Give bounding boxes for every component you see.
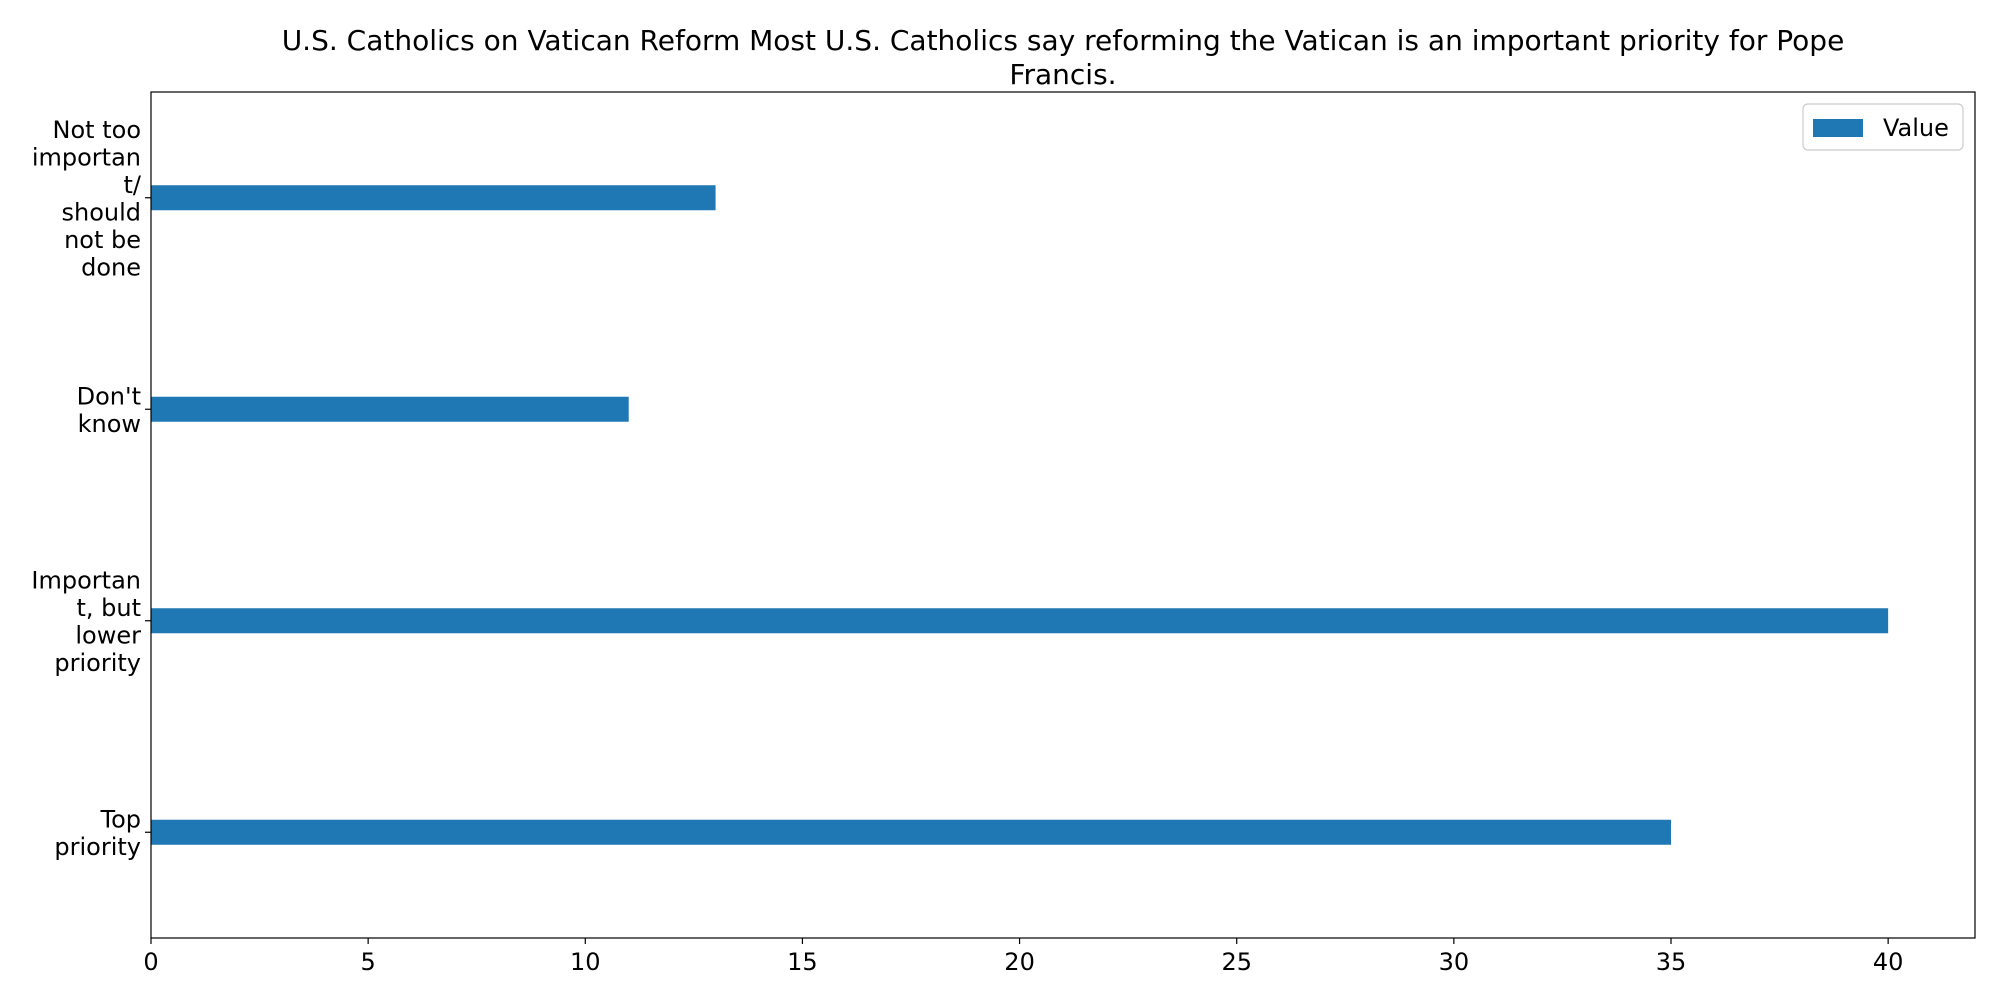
x-tick-label: 10 <box>570 948 601 976</box>
plot-frame <box>150 91 1976 939</box>
legend-label: Value <box>1883 114 1949 142</box>
y-tick-label-line: know <box>78 410 141 438</box>
x-tick-label: 0 <box>143 948 158 976</box>
y-tick-label-line: priority <box>54 649 141 677</box>
legend-box <box>1802 103 1964 151</box>
y-tick-label-line: done <box>81 254 141 282</box>
chart-title-line: U.S. Catholics on Vatican Reform Most U.… <box>282 24 1845 57</box>
y-tick-label: Don't know <box>77 383 141 439</box>
chart-title-line: Francis. <box>1009 58 1116 91</box>
legend-swatch <box>1813 119 1863 137</box>
y-tick-label-line: Top <box>100 806 142 834</box>
x-tick-label: 35 <box>1656 948 1687 976</box>
y-tick-label-line: not be <box>64 226 141 254</box>
y-tick-label-line: Not too <box>53 116 141 144</box>
x-tick-label: 40 <box>1873 948 1904 976</box>
y-tick-label-line: priority <box>54 833 141 861</box>
bar <box>151 396 629 422</box>
bar <box>151 185 716 211</box>
y-tick-label-line: should <box>61 199 141 227</box>
x-tick-label: 30 <box>1439 948 1470 976</box>
x-tick-label: 15 <box>787 948 818 976</box>
y-tick-label-line: importan <box>32 144 141 172</box>
y-tick-label-line: Don't <box>77 383 141 411</box>
y-tick-label-line: t, but <box>76 594 141 622</box>
x-tick-label: 20 <box>1004 948 1035 976</box>
y-tick-label-line: lower <box>75 622 141 650</box>
y-tick-label: Not too importan t/should not be done <box>32 116 142 282</box>
chart-title: U.S. Catholics on Vatican Reform Most U.… <box>282 24 1845 91</box>
bar <box>151 608 1889 634</box>
bar <box>151 819 1671 845</box>
y-tick-label-line: t/ <box>124 171 142 199</box>
x-tick-label: 25 <box>1221 948 1252 976</box>
y-tick-label: Importan t, but lower priority <box>31 567 141 678</box>
x-tick-label: 5 <box>361 948 376 976</box>
y-tick-label-line: Importan <box>31 567 141 595</box>
y-tick-label: Top priority <box>54 806 141 862</box>
